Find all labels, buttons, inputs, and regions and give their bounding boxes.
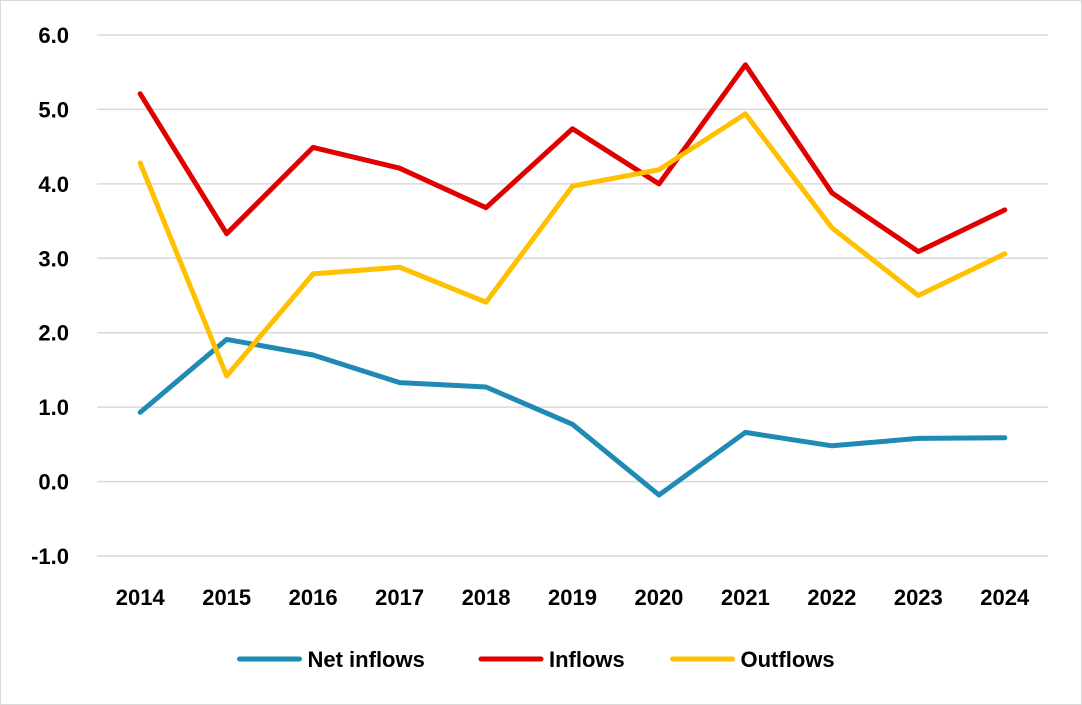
x-tick-label: 2014: [116, 585, 166, 610]
x-tick-label: 2023: [894, 585, 943, 610]
x-axis: 2014 2015 2016 2017 2018 2019 2020 2021 2022 2023…: [116, 585, 1030, 610]
series-lines: [137, 62, 1008, 498]
x-tick-label: 2018: [462, 585, 511, 610]
x-tick-label: 2021: [721, 585, 770, 610]
x-tick-label: 2024: [980, 585, 1030, 610]
y-tick-label: 4.0: [38, 172, 69, 197]
legend-item: Net inflows: [237, 647, 425, 672]
x-tick-label: 2016: [289, 585, 338, 610]
y-tick-label: 6.0: [38, 23, 69, 48]
x-tick-label: 2020: [634, 585, 683, 610]
y-axis: -1.0 0.0 1.0 2.0 3.0 4.0 5.0 6.0: [31, 23, 69, 569]
series-line-inflows: [137, 62, 1008, 255]
gridlines: [97, 34, 1048, 557]
x-tick-label: 2022: [807, 585, 856, 610]
legend: Net inflows Inflows Outflows: [237, 647, 835, 672]
legend-label: Inflows: [549, 647, 625, 672]
x-tick-label: 2019: [548, 585, 597, 610]
y-tick-label: 3.0: [38, 246, 69, 271]
legend-label: Outflows: [741, 647, 835, 672]
series-line-outflows: [137, 111, 1008, 379]
legend-item: Outflows: [670, 647, 835, 672]
legend-item: Inflows: [478, 647, 625, 672]
y-tick-label: 0.0: [38, 470, 69, 495]
y-tick-label: 5.0: [38, 97, 69, 122]
y-tick-label: 2.0: [38, 321, 69, 346]
x-tick-label: 2017: [375, 585, 424, 610]
series-line-net-inflows: [137, 336, 1008, 498]
y-tick-label: 1.0: [38, 395, 69, 420]
y-tick-label: -1.0: [31, 544, 69, 569]
legend-label: Net inflows: [308, 647, 425, 672]
x-tick-label: 2015: [202, 585, 251, 610]
